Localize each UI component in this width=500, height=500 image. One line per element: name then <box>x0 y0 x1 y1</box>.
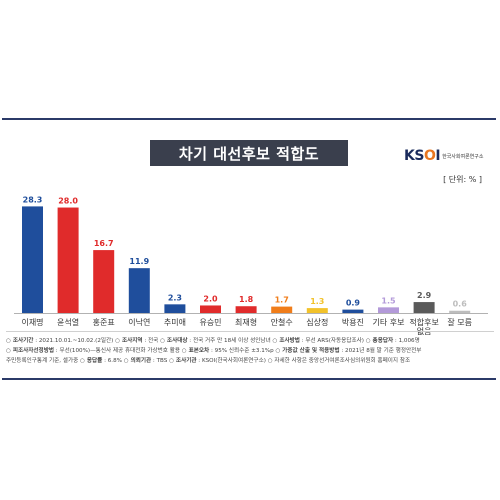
logo-mark: KSOI <box>404 148 441 164</box>
bar-4 <box>164 304 186 313</box>
note-line-2: 주민등록인구통계 기준, 셀가중 ○ 응답률 : 6.8% ○ 의뢰기관 : T… <box>6 356 494 366</box>
value-label-4: 2.3 <box>168 293 182 302</box>
bar-5 <box>200 305 221 313</box>
bar-9 <box>342 309 364 313</box>
bar-1 <box>57 207 79 313</box>
category-label-10: 기타 후보 <box>373 318 405 327</box>
note-key: ○ 의뢰기관 <box>123 358 152 364</box>
value-label-7: 1.7 <box>275 296 289 305</box>
note-value: : 전국 <box>142 338 161 344</box>
value-label-0: 28.3 <box>23 195 43 204</box>
chart-title: 차기 대선후보 적합도 <box>150 140 348 166</box>
category-label-9: 박용진 <box>342 317 364 327</box>
survey-notes: ○ 조사기간 : 2021.10.01.~10.02.(2일간) ○ 조사지역 … <box>6 336 494 366</box>
value-label-12: 0.6 <box>453 300 468 309</box>
logo-text: 한국사회여론연구소 <box>442 153 484 160</box>
category-label-6: 최재형 <box>235 317 257 327</box>
category-label-1: 윤석열 <box>57 317 79 327</box>
chart-frame <box>2 118 496 380</box>
note-key: ○ 응답률 <box>80 358 103 364</box>
unit-label: [ 단위: % ] <box>443 175 482 184</box>
category-label-11: 적합후보 <box>409 317 438 327</box>
value-label-3: 11.9 <box>129 257 149 266</box>
value-label-8: 1.3 <box>310 297 324 306</box>
bar-0 <box>22 206 43 313</box>
category-label-8: 심상정 <box>306 317 328 327</box>
note-value: : TBS <box>151 358 170 364</box>
value-label-6: 1.8 <box>239 295 254 304</box>
bar-6 <box>235 306 257 313</box>
note-key: ○ 조사지역 <box>115 338 143 344</box>
bar-8 <box>306 308 328 313</box>
value-label-5: 2.0 <box>203 294 218 303</box>
note-value: 주민등록인구통계 기준, 셀가중 <box>6 358 81 364</box>
note-value: : 6.8% <box>102 358 124 364</box>
value-label-11: 2.9 <box>417 291 432 300</box>
bar-11 <box>413 302 435 313</box>
value-label-1: 28.0 <box>58 197 78 206</box>
note-key: ○ 조사방법 <box>272 338 300 344</box>
value-label-9: 0.9 <box>346 299 361 308</box>
note-value: : 무선(100%)—통신사 제공 휴대전화 가상번호 활용 <box>54 348 182 354</box>
note-key: ○ 가중값 산출 및 적용방법 <box>275 348 340 354</box>
note-key: ○ 조사대상 <box>160 338 188 344</box>
category-label-3: 이낙연 <box>128 317 150 327</box>
category-label-7: 안철수 <box>271 317 293 327</box>
note-key: ○ 조사기간 <box>6 338 34 344</box>
note-line-0: ○ 조사기간 : 2021.10.01.~10.02.(2일간) ○ 조사지역 … <box>6 336 494 346</box>
bar-10 <box>378 307 399 313</box>
note-key: ○ 총응답자 <box>365 338 394 344</box>
note-value: : 95% 신뢰수준 ±3.1%p <box>209 348 276 354</box>
category-label-2: 홍준표 <box>93 317 115 327</box>
note-key: ○ 표본오차 <box>181 348 210 354</box>
note-value: : 2021년 8월 말 기준 행정안전부 <box>339 348 422 354</box>
note-value: : 무선 ARS(자동응답조사) <box>299 338 366 344</box>
ksoi-logo: KSOI 한국사회여론연구소 <box>404 148 483 164</box>
notes-separator <box>6 331 494 332</box>
note-value: : 2021.10.01.~10.02.(2일간) <box>33 338 116 344</box>
category-label-12: 잘 모름 <box>447 318 472 327</box>
value-label-10: 1.5 <box>381 296 396 305</box>
bar-12 <box>449 310 471 313</box>
category-label-4: 추미애 <box>164 318 186 327</box>
bar-3 <box>128 268 150 313</box>
note-key: ○ 피조사자선정방법 <box>6 348 54 354</box>
note-value: : 1,006명 <box>393 338 420 344</box>
bar-2 <box>93 250 115 313</box>
category-label-5: 유승민 <box>199 317 221 327</box>
bar-7 <box>271 306 293 313</box>
note-line-1: ○ 피조사자선정방법 : 무선(100%)—통신사 제공 휴대전화 가상번호 활… <box>6 346 494 356</box>
category-label-0: 이재명 <box>21 317 43 327</box>
value-label-2: 16.7 <box>94 239 114 248</box>
note-value: : 전국 거주 만 18세 이상 성인남녀 <box>187 338 273 344</box>
note-key: ○ 조사기관 <box>169 358 197 364</box>
note-value: ○ 자세한 사항은 중앙선거여론조사심의위원회 홈페이지 참조 <box>267 358 411 364</box>
note-value: : KSOI(한국사회여론연구소) <box>196 358 268 364</box>
